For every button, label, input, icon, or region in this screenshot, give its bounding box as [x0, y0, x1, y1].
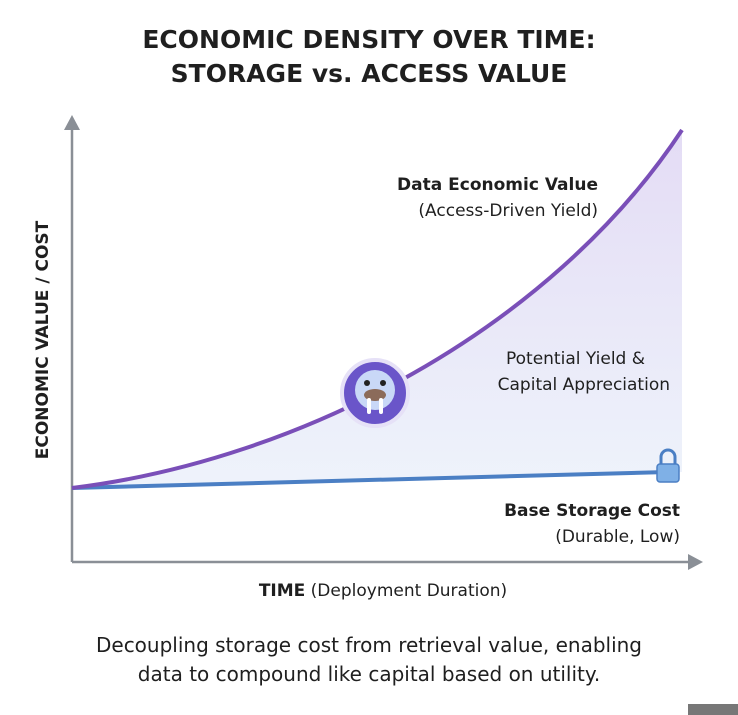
y-arrow — [64, 115, 80, 130]
annotation-title: Data Economic Value — [397, 175, 598, 195]
annotation-note: (Access-Driven Yield) — [418, 201, 598, 221]
caption-line: Decoupling storage cost from retrieval v… — [96, 633, 642, 657]
annotation-text: Potential Yield & — [506, 349, 645, 369]
annotation-title: Base Storage Cost — [504, 501, 680, 521]
x-axis-label: TIME (Deployment Duration) — [259, 581, 507, 601]
annotation-note: (Durable, Low) — [555, 527, 680, 547]
corner-bar — [688, 704, 738, 715]
lock-icon — [656, 448, 680, 483]
x-arrow — [688, 554, 703, 570]
title-line: STORAGE vs. ACCESS VALUE — [171, 59, 568, 88]
caption-line: data to compound like capital based on u… — [138, 662, 600, 686]
walrus-icon — [340, 358, 410, 428]
annotation-text: Capital Appreciation — [498, 375, 670, 395]
title-line: ECONOMIC DENSITY OVER TIME: — [142, 25, 595, 54]
value-curve — [71, 128, 684, 490]
x-axis-label-bold: TIME — [259, 581, 305, 601]
yield-area — [72, 130, 682, 488]
storage-line — [71, 470, 669, 490]
x-axis-label-note: (Deployment Duration) — [311, 581, 508, 601]
y-axis-label: ECONOMIC VALUE / COST — [33, 220, 53, 459]
